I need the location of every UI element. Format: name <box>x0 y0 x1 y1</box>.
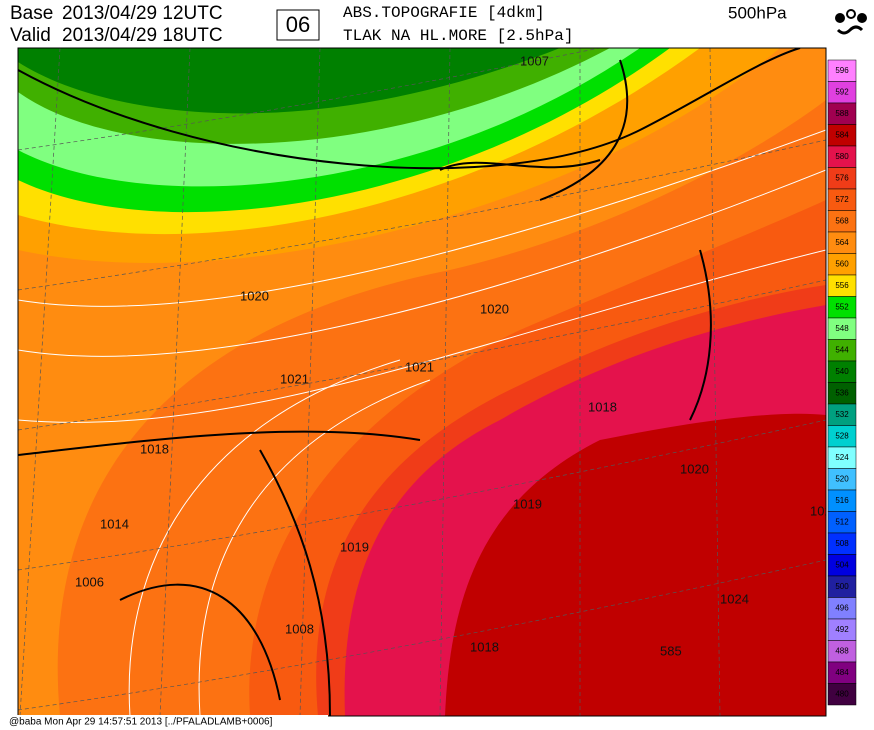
level: 500hPa <box>728 3 787 22</box>
graticule <box>439 48 451 716</box>
legend-label: 568 <box>835 216 849 225</box>
graticule <box>18 139 826 291</box>
pressure-label: 1019 <box>513 496 542 511</box>
map: 1007 1020 1020 1021 1021 1018 1018 1020 1019 1022… <box>18 48 839 716</box>
valid-label: Valid <box>10 25 51 46</box>
legend-label: 528 <box>835 431 849 440</box>
legend-label: 492 <box>835 625 849 634</box>
field2: TLAK NA HL.MORE [2.5hPa] <box>343 27 573 45</box>
step-box <box>276 9 320 41</box>
pressure-label: 1018 <box>140 441 169 456</box>
pressure-label: 1021 <box>280 371 309 386</box>
pressure-label: 1007 <box>520 53 549 68</box>
graticule <box>299 48 321 716</box>
footer: @baba Mon Apr 29 14:57:51 2013 [../PFALA… <box>9 717 273 728</box>
isobar <box>18 48 801 170</box>
contour <box>128 359 401 716</box>
field1: ABS.TOPOGRAFIE [4dkm] <box>343 4 545 22</box>
contour <box>18 249 826 423</box>
contour <box>198 379 431 716</box>
graticule <box>18 279 826 431</box>
contour <box>18 129 826 307</box>
legend-label: 516 <box>835 496 849 505</box>
legend-label: 564 <box>835 238 849 247</box>
graticule <box>18 419 826 571</box>
legend-label: 524 <box>835 453 849 462</box>
pressure-label: 1022 <box>810 503 839 518</box>
legend-label: 584 <box>835 130 849 139</box>
base-time: 2013/04/29 12UTC <box>62 3 223 24</box>
isobar <box>439 159 601 171</box>
isobar <box>539 59 629 201</box>
legend-label: 540 <box>835 367 849 376</box>
legend-label: 500 <box>835 582 849 591</box>
pressure-label: 1006 <box>75 574 104 589</box>
map-border <box>17 47 827 717</box>
pressure-label: 1018 <box>470 639 499 654</box>
legend-label: 512 <box>835 517 849 526</box>
pressure-label: 1024 <box>720 591 749 606</box>
legend-label: 548 <box>835 324 849 333</box>
graticule <box>18 48 602 151</box>
legend-label: 496 <box>835 603 849 612</box>
legend-label: 544 <box>835 345 849 354</box>
legend-label: 532 <box>835 410 849 419</box>
step: 06 <box>286 12 310 37</box>
pressure-label: 1008 <box>285 621 314 636</box>
legend-label: 552 <box>835 302 849 311</box>
pressure-label: 1014 <box>100 516 129 531</box>
pressure-label: 1021 <box>405 359 434 374</box>
legend-label: 572 <box>835 195 849 204</box>
legend-label: 520 <box>835 474 849 483</box>
legend-label: 560 <box>835 259 849 268</box>
base-label: Base <box>10 3 53 24</box>
pressure-label: 585 <box>660 643 682 658</box>
legend-label: 480 <box>835 689 849 698</box>
legend-label: 580 <box>835 152 849 161</box>
legend-label: 556 <box>835 281 849 290</box>
pressure-label: 1020 <box>680 461 709 476</box>
pressure-label: 1019 <box>340 539 369 554</box>
legend-label: 504 <box>835 560 849 569</box>
pressure-label: 1020 <box>480 301 509 316</box>
legend-label: 592 <box>835 87 849 96</box>
isobar <box>689 249 712 421</box>
legend-label: 576 <box>835 173 849 182</box>
pressure-label: 1018 <box>588 399 617 414</box>
legend-label: 596 <box>835 66 849 75</box>
pressure-label: 1020 <box>240 288 269 303</box>
legend-label: 488 <box>835 646 849 655</box>
legend-label: 484 <box>835 668 849 677</box>
legend-label: 536 <box>835 388 849 397</box>
isobar <box>18 430 421 456</box>
isobar <box>259 449 331 716</box>
graticule <box>18 559 826 711</box>
legend-label: 508 <box>835 539 849 548</box>
footer-bg <box>6 715 328 729</box>
legend: 596 592 588 584 580 576 572 568 564 560 556 552 548 5… <box>827 59 857 706</box>
band <box>445 413 826 716</box>
contour <box>18 169 826 357</box>
isobar <box>119 583 281 701</box>
graticule <box>709 48 721 716</box>
legend-swatch <box>827 683 857 706</box>
legend-label: 588 <box>835 109 849 118</box>
logo <box>835 9 867 35</box>
valid-time: 2013/04/29 18UTC <box>62 25 223 46</box>
